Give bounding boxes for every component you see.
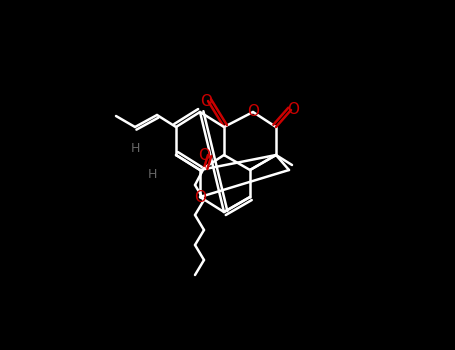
Text: O: O: [200, 93, 212, 108]
Text: H: H: [130, 141, 140, 154]
Text: O: O: [198, 147, 210, 162]
Text: O: O: [287, 103, 299, 118]
Text: O: O: [247, 105, 259, 119]
Text: H: H: [147, 168, 157, 182]
Text: O: O: [194, 189, 206, 204]
